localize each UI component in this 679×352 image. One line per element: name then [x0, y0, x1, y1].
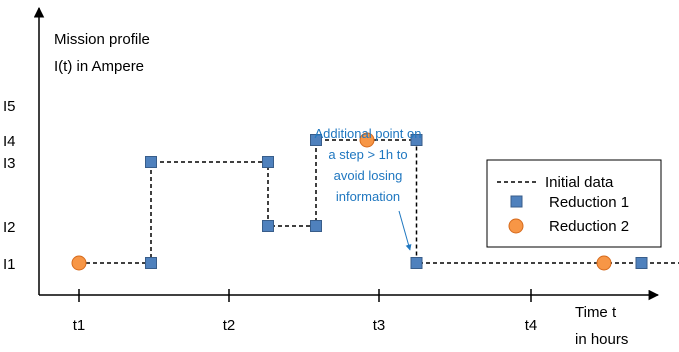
reduction-2-point	[359, 132, 375, 148]
plot-area	[71, 132, 679, 271]
x-tick-label: t2	[223, 317, 236, 334]
reduction-1-point	[262, 156, 274, 168]
legend-swatch-square	[510, 195, 523, 208]
annotation-line-4: information	[336, 189, 400, 204]
annotation-arrow	[398, 210, 412, 251]
reduction-1-point	[145, 156, 157, 168]
x-tick-label: t3	[373, 317, 386, 334]
x-tick-label: t1	[73, 317, 86, 334]
legend: Initial data Reduction 1 Reduction 2	[486, 159, 662, 248]
y-tick-label: I5	[3, 98, 16, 115]
annotation-line-1: Additional point on	[315, 126, 422, 141]
annotation-line-2: a step > 1h to	[328, 147, 407, 162]
reduction-1-point	[310, 134, 322, 146]
legend-label-reduction-1: Reduction 1	[549, 194, 629, 211]
y-axis-title-line-2: I(t) in Ampere	[54, 58, 144, 75]
reduction-1-point	[262, 220, 274, 232]
y-axis-title-line-1: Mission profile	[54, 31, 150, 48]
reduction-1-point	[410, 257, 423, 269]
legend-label-initial-data: Initial data	[545, 174, 614, 191]
y-tick-label: I3	[3, 155, 16, 172]
y-tick-label: I4	[3, 133, 16, 150]
reduction-1-point	[310, 220, 322, 232]
reduction-2-point	[71, 255, 87, 271]
reduction-1-point	[410, 134, 423, 146]
y-ticks: I1 I2 I3 I4 I5	[3, 98, 16, 273]
reduction-2-point	[596, 255, 612, 271]
annotation: Additional point on a step > 1h to avoid…	[315, 126, 422, 251]
x-axis-title-line-2: in hours	[575, 331, 628, 348]
reduction-1-point	[635, 257, 648, 269]
reduction-1-point	[145, 257, 157, 269]
x-ticks: t1 t2 t3 t4	[73, 289, 538, 334]
x-axis-title-line-1: Time t	[575, 304, 617, 321]
legend-label-reduction-2: Reduction 2	[549, 218, 629, 235]
y-tick-label: I2	[3, 219, 16, 236]
x-tick-label: t4	[525, 317, 538, 334]
y-tick-label: I1	[3, 256, 16, 273]
legend-swatch-circle	[508, 218, 524, 234]
annotation-line-3: avoid losing	[334, 168, 403, 183]
